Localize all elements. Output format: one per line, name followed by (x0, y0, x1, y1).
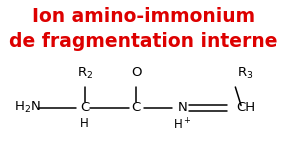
Text: H$_2$N: H$_2$N (14, 100, 41, 115)
Text: C: C (80, 101, 89, 114)
Text: H: H (80, 117, 89, 130)
Text: R$_3$: R$_3$ (237, 66, 254, 81)
Text: de fragmentation interne: de fragmentation interne (9, 32, 278, 51)
Text: Ion amino-immonium: Ion amino-immonium (32, 7, 255, 26)
Text: CH: CH (236, 101, 255, 114)
Text: H$^+$: H$^+$ (173, 117, 191, 132)
Text: O: O (131, 66, 141, 79)
Text: N: N (177, 101, 187, 114)
Text: C: C (132, 101, 141, 114)
Text: R$_2$: R$_2$ (77, 66, 93, 81)
